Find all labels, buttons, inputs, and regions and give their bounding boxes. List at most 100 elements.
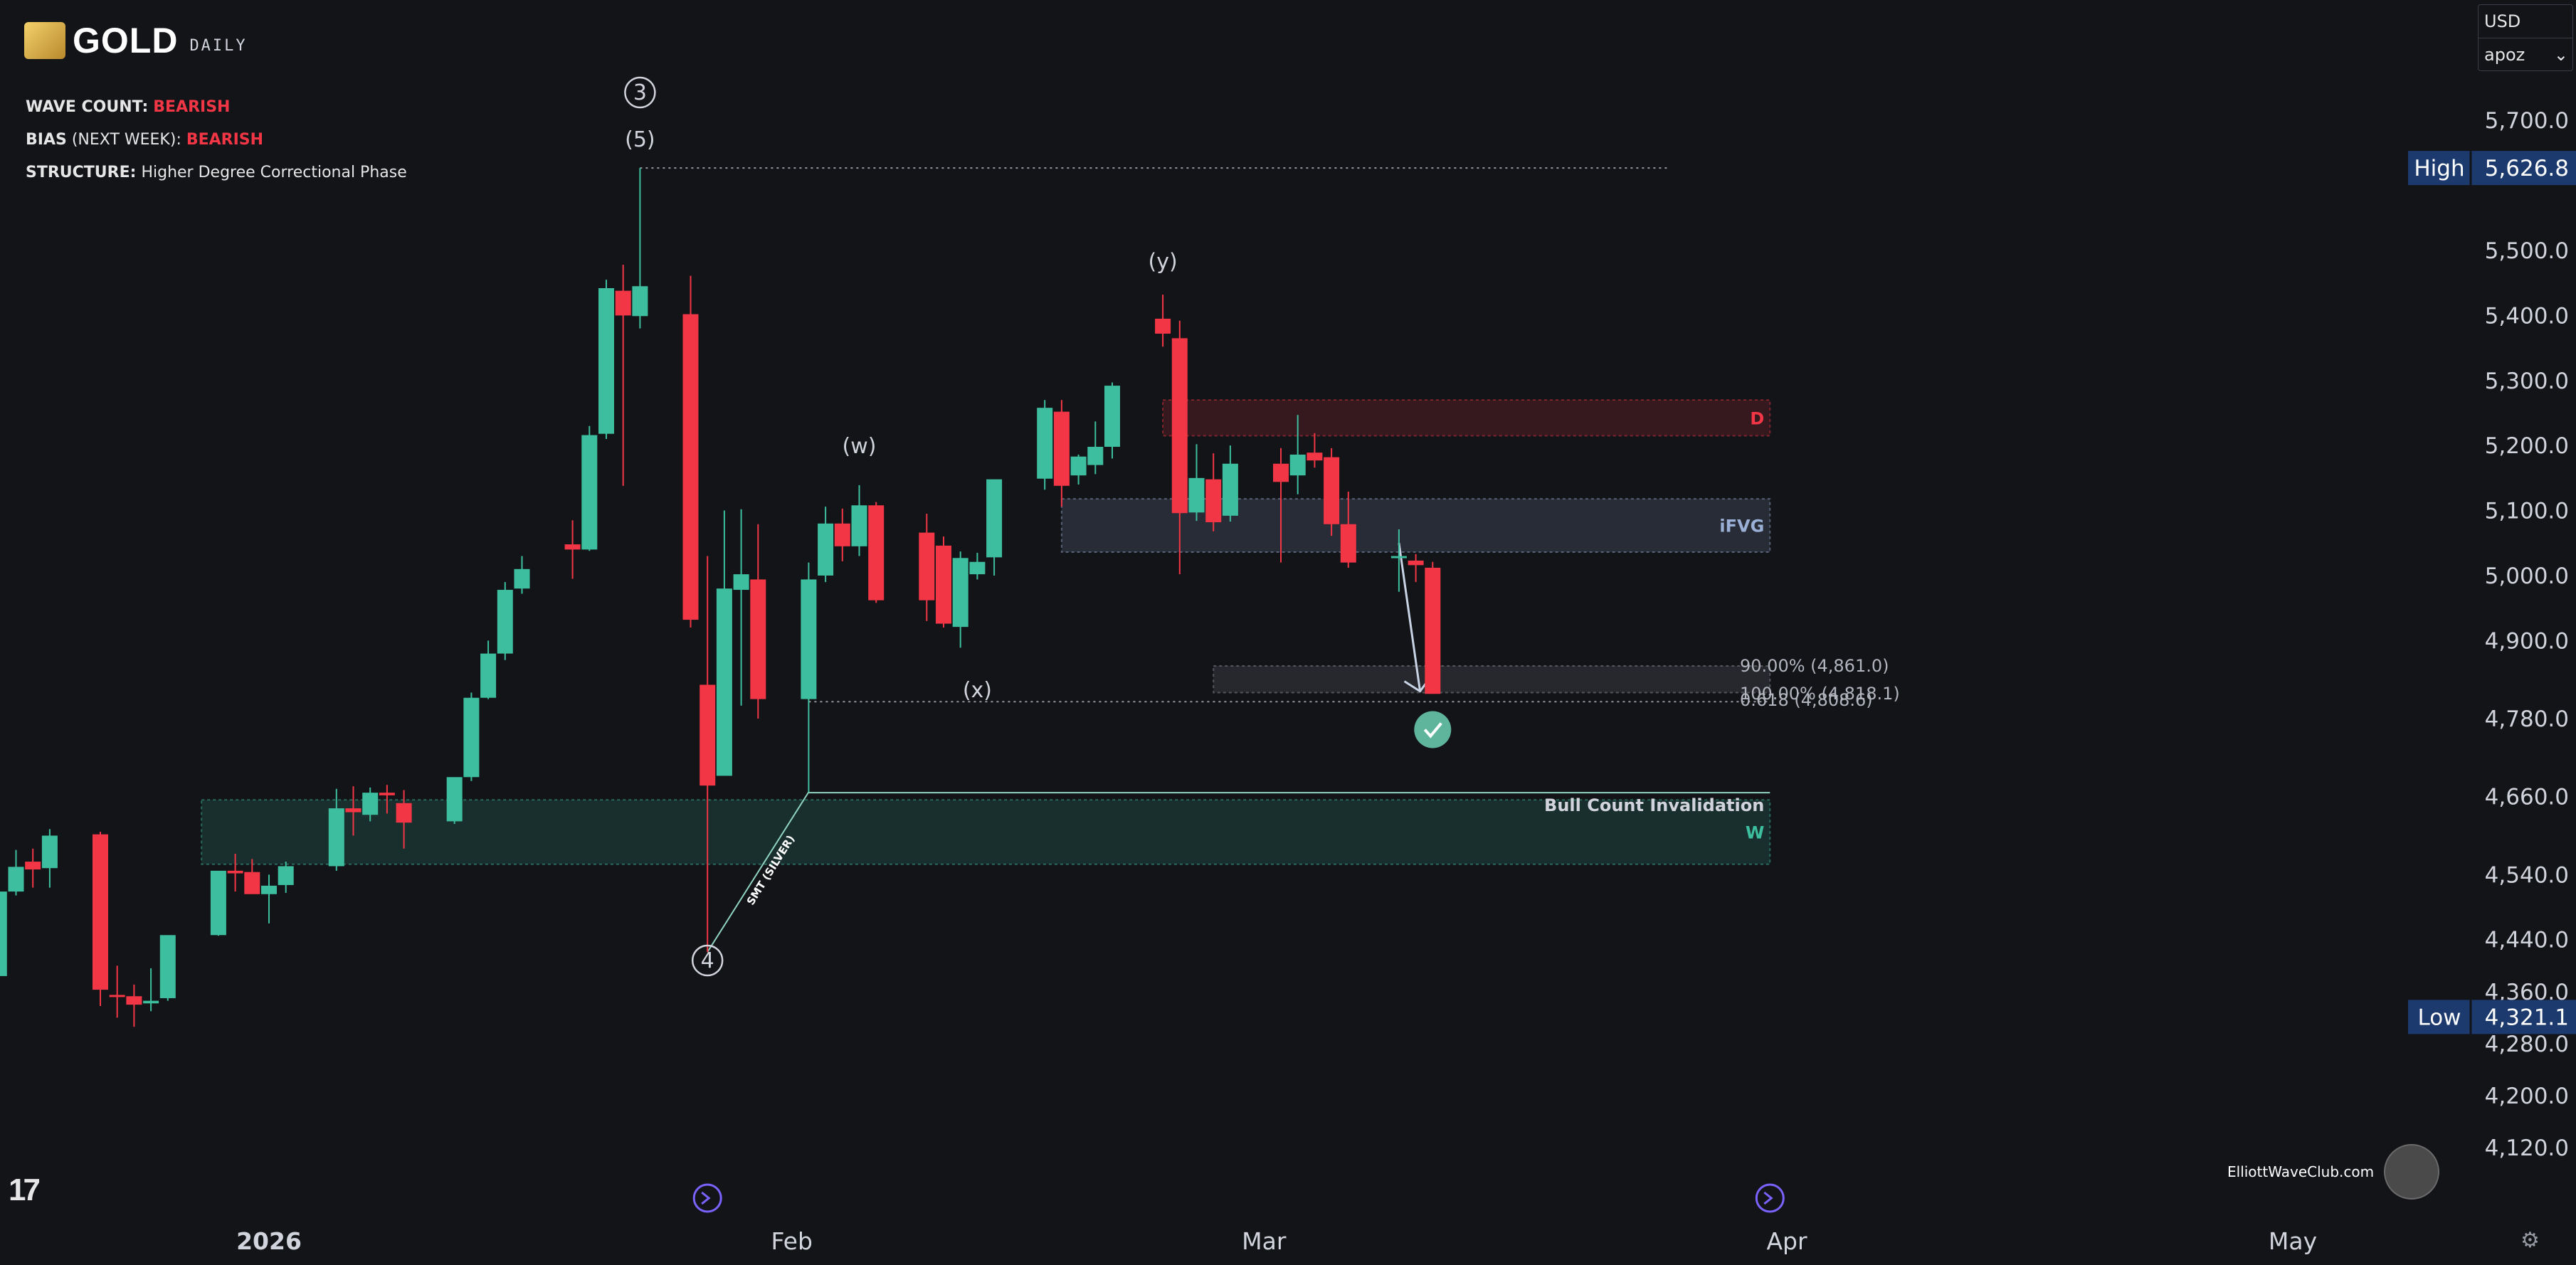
structure-value: Higher Degree Correctional Phase xyxy=(141,164,407,181)
price-tick-label: 4,440.0 xyxy=(2485,928,2569,953)
candle-body xyxy=(379,793,395,795)
candle-body xyxy=(834,523,850,546)
logo-subtext: DAILY xyxy=(189,36,248,55)
wave-circle-icon xyxy=(624,76,656,109)
price-tick-label: 4,540.0 xyxy=(2485,862,2569,888)
candle-body xyxy=(1390,556,1407,559)
candle-body xyxy=(345,808,361,813)
bias-line: BIAS (NEXT WEEK): BEARISH xyxy=(26,124,407,157)
analysis-info: WAVE COUNT: BEARISH BIAS (NEXT WEEK): BE… xyxy=(26,91,407,189)
candle-body xyxy=(109,995,125,997)
candle-body xyxy=(159,935,176,998)
wave-label: 4 xyxy=(701,948,714,973)
candle-body xyxy=(581,435,598,550)
candle-body xyxy=(1273,463,1289,482)
wave-label: (y) xyxy=(1149,250,1178,275)
candle-body xyxy=(1425,567,1441,694)
candle-body xyxy=(1408,560,1424,566)
candle-body xyxy=(41,835,58,869)
candle-body xyxy=(969,561,986,575)
bias-label: BIAS xyxy=(26,131,67,149)
candle-body xyxy=(1205,479,1222,523)
high-badge-label: High xyxy=(2414,156,2464,181)
check-icon xyxy=(1414,711,1452,748)
watermark: ElliottWaveClub.com xyxy=(2227,1144,2440,1200)
annotation-lines xyxy=(640,167,1770,953)
candle-body xyxy=(328,808,344,867)
candle-body xyxy=(463,697,480,778)
price-tick-label: 5,500.0 xyxy=(2485,238,2569,264)
candle-body xyxy=(632,286,648,317)
price-tick-label: 5,400.0 xyxy=(2485,303,2569,329)
candle-body xyxy=(396,803,412,823)
unit-select[interactable]: apoz ⌄ xyxy=(2479,38,2572,71)
price-tick-label: 5,200.0 xyxy=(2485,433,2569,459)
candle-body xyxy=(126,996,142,1005)
zone-projection xyxy=(1213,665,1771,694)
wave-label: (x) xyxy=(963,678,992,703)
candle-body xyxy=(143,1000,159,1004)
candle-body xyxy=(1171,338,1188,514)
candle-body xyxy=(733,574,749,591)
candle-body xyxy=(1087,446,1104,465)
candle-body xyxy=(1155,318,1171,334)
fib-label-0: 90.00% (4,861.0) xyxy=(1740,656,1889,676)
price-tick-label: 5,300.0 xyxy=(2485,369,2569,394)
zone-ifvg xyxy=(1060,498,1771,554)
check-mark-icon xyxy=(1423,722,1442,739)
chevron-right-icon xyxy=(701,1191,711,1205)
candle-body xyxy=(1324,457,1340,524)
low-badge-value: 4,321.1 xyxy=(2485,1005,2569,1030)
wave-circle-icon xyxy=(691,944,724,977)
currency-value: USD xyxy=(2484,11,2521,31)
candle-body xyxy=(8,867,24,892)
candle-body xyxy=(514,568,530,589)
time-tick-label: 2026 xyxy=(236,1227,302,1255)
candle-body xyxy=(716,588,732,776)
candle-body xyxy=(1340,524,1356,563)
structure-line: STRUCTURE: Higher Degree Correctional Ph… xyxy=(26,157,407,189)
time-tick-label: May xyxy=(2269,1227,2317,1255)
tradingview-logo-icon[interactable]: 17 xyxy=(9,1173,41,1207)
zone-label-d: D xyxy=(1750,408,1764,428)
smt-line xyxy=(707,791,810,953)
candle-body xyxy=(598,288,614,434)
fib-label-2: 0.618 (4,808.6) xyxy=(1740,690,1873,710)
invalidation-label: Bull Count Invalidation xyxy=(1544,795,1764,815)
gear-icon[interactable]: ⚙ xyxy=(2520,1228,2540,1253)
zone-w xyxy=(201,799,1771,865)
candle-body xyxy=(801,579,817,699)
price-tick-label: 4,780.0 xyxy=(2485,706,2569,732)
candle-body xyxy=(362,793,379,815)
price-tick-label: 4,200.0 xyxy=(2485,1084,2569,1109)
low-badge-label: Low xyxy=(2417,1005,2461,1030)
candle-body xyxy=(25,862,41,870)
candle-body xyxy=(1053,411,1070,486)
scroll-arrow-icon xyxy=(692,1183,722,1213)
candle-body xyxy=(1104,386,1120,447)
candle-body xyxy=(1289,454,1306,476)
candle-body xyxy=(244,872,260,894)
projection-arrow xyxy=(1398,543,1422,692)
candle-body xyxy=(480,653,497,698)
currency-selector[interactable]: USD apoz ⌄ xyxy=(2478,4,2573,71)
time-tick-label: Mar xyxy=(1242,1227,1287,1255)
wave-label: (w) xyxy=(843,434,877,459)
candle-body xyxy=(851,505,867,546)
time-tick-label: Feb xyxy=(771,1227,812,1255)
bias-value: BEARISH xyxy=(186,131,264,149)
price-tick-label: 4,660.0 xyxy=(2485,785,2569,810)
candle-body xyxy=(1070,456,1087,476)
bias-paren: (NEXT WEEK): xyxy=(66,131,186,149)
high-badge xyxy=(2408,151,2576,186)
wave-count-line: WAVE COUNT: BEARISH xyxy=(26,91,407,124)
candle-body xyxy=(210,870,226,936)
wave-count-label: WAVE COUNT: xyxy=(26,98,149,116)
symbol-logo: GOLD DAILY xyxy=(24,20,248,61)
fib-label-1: 100.00% (4,818.1) xyxy=(1740,684,1900,704)
candle-body xyxy=(497,590,513,654)
currency-select[interactable]: USD xyxy=(2479,5,2572,38)
candle-body xyxy=(818,523,834,576)
